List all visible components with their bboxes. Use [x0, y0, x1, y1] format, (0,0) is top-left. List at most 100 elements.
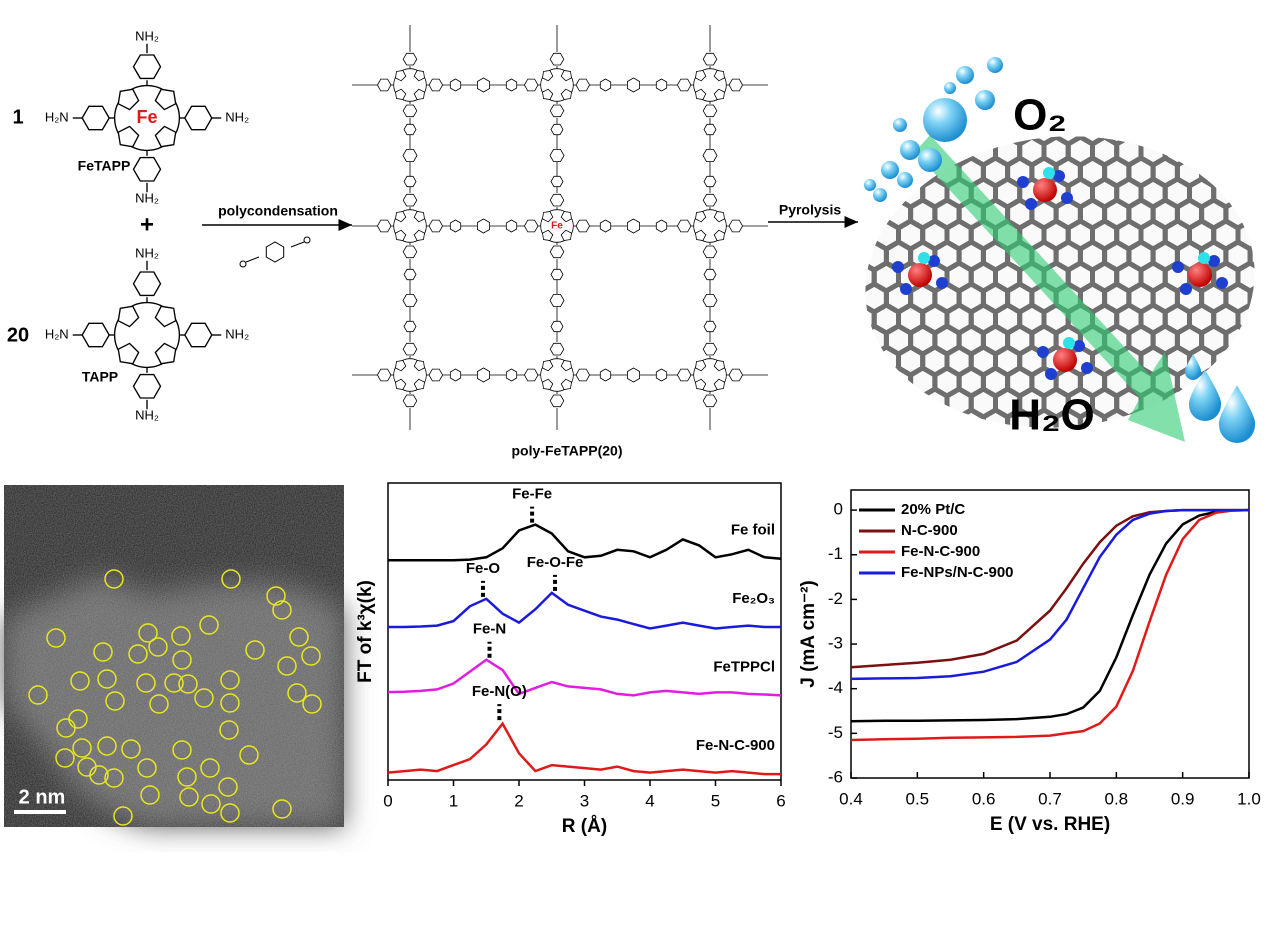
carbon-ring	[1247, 365, 1267, 399]
pyrrole-ring	[413, 88, 425, 100]
phenyl-ring	[702, 342, 718, 356]
o2-bubble	[864, 179, 876, 191]
legend-label: N-C-900	[901, 522, 958, 539]
atom-marker	[72, 738, 92, 758]
carbon-ring	[1259, 428, 1267, 447]
pyrrole-ring	[713, 378, 725, 390]
phenyl-ring	[523, 368, 539, 382]
pyrrole-ring	[713, 229, 725, 241]
phenyl-ring	[428, 219, 444, 233]
plot-frame	[387, 482, 782, 781]
series-line	[387, 721, 781, 776]
legend-label: Fe-N-C-900	[901, 543, 980, 560]
linker-ring	[655, 219, 668, 233]
amine-label: NH₂	[225, 326, 249, 341]
linker-ring	[476, 367, 491, 383]
carbon-ring	[896, 386, 926, 420]
linker-ring	[403, 175, 417, 188]
oxygen-adsorbate	[1043, 167, 1055, 179]
iron-atom	[1053, 348, 1077, 372]
atom-marker	[272, 799, 292, 819]
atom-marker	[121, 739, 141, 759]
carbon-ring	[859, 197, 889, 231]
phenyl-ring	[728, 219, 744, 233]
phenyl-ring	[702, 52, 718, 66]
o2-bubble	[873, 188, 887, 202]
atom-marker	[55, 748, 75, 768]
atom-marker	[140, 785, 160, 805]
linker-ring	[599, 219, 612, 233]
carbon-ring	[1199, 117, 1229, 147]
oxygen-adsorbate	[1198, 252, 1210, 264]
phenyl-ring	[549, 342, 565, 356]
x-tick-label: 0.9	[1171, 789, 1195, 808]
y-tick-label: -5	[828, 723, 843, 742]
linker-ring	[449, 368, 462, 382]
o2-bubble	[893, 118, 907, 132]
x-tick-label: 0.4	[839, 789, 863, 808]
x-tick-label: 5	[711, 791, 720, 810]
phenyl-ring	[523, 219, 539, 233]
atom-marker	[149, 694, 169, 714]
o2-bubble	[900, 140, 920, 160]
pyrrole-ring	[695, 229, 707, 241]
carbon-ring	[871, 386, 901, 420]
pyrrole-ring	[542, 88, 554, 100]
carbon-ring	[1126, 117, 1156, 147]
nitrogen-atom	[928, 255, 940, 267]
phenyl-ring	[402, 245, 418, 259]
carbon-ring	[850, 218, 877, 252]
plus-sign: +	[140, 211, 154, 238]
phenyl-ring	[428, 368, 444, 382]
legend-label: Fe-NPs/N-C-900	[901, 564, 1014, 581]
phenyl-ring	[428, 78, 444, 92]
iron-atom	[1188, 263, 1212, 287]
carbon-ring	[859, 407, 889, 441]
atom-marker	[239, 745, 259, 765]
x-tick-label: 2	[514, 791, 523, 810]
carbon-ring	[1259, 302, 1267, 336]
carbon-ring	[1247, 323, 1267, 357]
linker-ring	[402, 293, 418, 308]
linker-ring	[505, 219, 518, 233]
x-tick-label: 0	[383, 791, 392, 810]
o2-bubble	[918, 148, 942, 172]
lsv-chart: 0.4 0.5 0.6 0.7 0.8 0.9 1.0 0 -1 -2 -3 -4 -5 -6 E (V v…	[798, 489, 1261, 835]
linker-ring	[550, 175, 564, 188]
atom-marker	[113, 806, 133, 826]
phenyl-ring	[132, 271, 162, 297]
pyrrole-ring	[154, 342, 177, 365]
carbon-ring	[1247, 155, 1267, 189]
product-label: poly-FeTAPP(20)	[512, 443, 623, 459]
atom-marker	[28, 685, 48, 705]
water-drop	[1188, 369, 1222, 421]
nitrogen-atom	[1025, 198, 1037, 210]
phenyl-ring	[402, 342, 418, 356]
gas-label: H₂O	[1009, 391, 1095, 440]
y-tick-label: -6	[828, 767, 843, 786]
x-tick-label: 6	[776, 791, 785, 810]
pyrrole-ring	[542, 360, 554, 372]
carbon-ring	[1259, 260, 1267, 294]
nitrogen-atom	[1081, 362, 1093, 374]
linker-ring	[655, 368, 668, 382]
atom-marker	[172, 650, 192, 670]
atom-marker	[245, 640, 265, 660]
scheme: 1 FeTAPP + 20 TAPP polycondensation poly…	[7, 106, 858, 459]
pyrrole-ring	[395, 378, 407, 390]
y-tick-label: -2	[828, 589, 843, 608]
phenyl-ring	[702, 193, 718, 207]
atom-marker	[266, 586, 286, 606]
pyrrole-ring	[560, 211, 572, 223]
linker-ring	[403, 268, 417, 281]
amine-label: H₂N	[45, 109, 69, 124]
pyrrole-ring	[542, 378, 554, 390]
linker-ring	[449, 219, 462, 233]
carbon-ring	[1114, 428, 1144, 447]
series-label: FeTPPCl	[713, 658, 775, 675]
linker-ring	[599, 78, 612, 92]
atom-marker	[136, 673, 156, 693]
x-axis-label: E (V vs. RHE)	[990, 814, 1110, 835]
phenyl-ring	[549, 104, 565, 118]
carbon-ring	[968, 428, 998, 447]
